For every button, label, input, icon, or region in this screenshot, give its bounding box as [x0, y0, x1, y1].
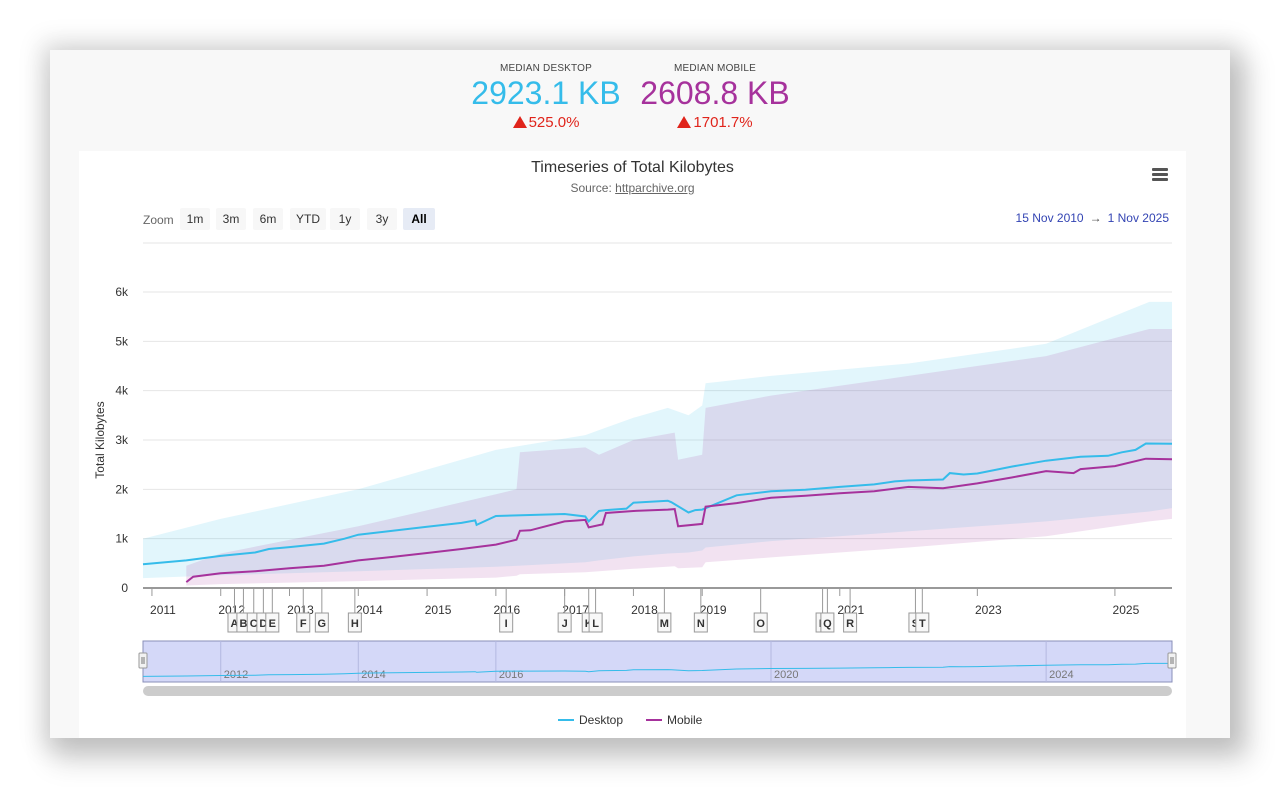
- median-desktop-change: 525.0%: [446, 114, 646, 131]
- annotation-label: A: [231, 618, 239, 630]
- y-tick-label: 4k: [115, 384, 129, 398]
- y-tick-label: 3k: [115, 433, 129, 447]
- median-mobile-stat: MEDIAN MOBILE 2608.8 KB 1701.7%: [615, 63, 815, 131]
- x-tick-label: 2025: [1113, 603, 1140, 617]
- annotation-flag: [843, 612, 858, 633]
- chart-subtitle-prefix: Source:: [570, 181, 616, 195]
- legend-mobile[interactable]: Mobile: [646, 713, 702, 727]
- source-link[interactable]: httparchive.org: [615, 181, 695, 195]
- navigator-mask: [142, 640, 1173, 683]
- median-desktop-stat: MEDIAN DESKTOP 2923.1 KB 525.0%: [446, 63, 646, 131]
- navigator-tick-label: 2024: [1049, 669, 1073, 681]
- navigator-right-handle[interactable]: [1167, 652, 1177, 669]
- legend-desktop-label: Desktop: [579, 713, 624, 727]
- median-mobile-change-value: 1701.7%: [693, 114, 753, 131]
- legend-mobile-label: Mobile: [667, 713, 703, 727]
- annotation-label: D: [259, 618, 267, 630]
- up-triangle-icon: [512, 116, 527, 128]
- chart-subtitle: Source: httparchive.org: [79, 181, 1186, 195]
- legend-desktop[interactable]: Desktop: [558, 713, 623, 727]
- annotation-label: M: [660, 618, 669, 630]
- zoom-1y-button[interactable]: 1y: [330, 208, 360, 230]
- median-desktop-change-value: 525.0%: [528, 114, 580, 131]
- annotation-flag: [588, 612, 603, 633]
- hamburger-menu-icon[interactable]: [1152, 168, 1168, 181]
- median-mobile-value: 2608.8 KB: [640, 75, 790, 111]
- navigator-series-line: [142, 662, 1172, 677]
- annotation-flag: [657, 612, 672, 633]
- zoom-ytd-button[interactable]: YTD: [290, 208, 326, 230]
- median-mobile-change: 1701.7%: [615, 114, 815, 131]
- date-range: 15 Nov 2010 → 1 Nov 2025: [1016, 211, 1169, 225]
- navigator-tick-label: 2016: [499, 669, 523, 681]
- navigator-left-handle[interactable]: [138, 652, 148, 669]
- annotation-flag: [820, 612, 835, 633]
- zoom-3m-button[interactable]: 3m: [216, 208, 246, 230]
- x-tick-label: 2018: [631, 603, 658, 617]
- zoom-1m-button[interactable]: 1m: [180, 208, 210, 230]
- desktop-series-line: [142, 442, 1173, 566]
- x-tick-label: 2011: [150, 603, 176, 617]
- y-tick-label: 6k: [115, 285, 129, 299]
- x-tick-label: 2023: [975, 603, 1002, 617]
- up-triangle-icon: [677, 116, 692, 128]
- zoom-6m-button[interactable]: 6m: [253, 208, 283, 230]
- annotation-label: R: [846, 618, 854, 630]
- annotation-label: B: [239, 618, 247, 630]
- median-desktop-label: MEDIAN DESKTOP: [499, 63, 593, 74]
- legend-mobile-swatch: [646, 719, 662, 721]
- y-tick-label: 5k: [115, 334, 129, 348]
- annotation-label: L: [592, 618, 599, 630]
- navigator-scrollbar[interactable]: [143, 686, 1172, 696]
- navigator-tick-label: 2020: [774, 669, 798, 681]
- handle-body: [1167, 652, 1177, 669]
- mobile-range-band: [186, 329, 1173, 586]
- range-arrow-icon: →: [1089, 211, 1102, 225]
- zoom-3y-button[interactable]: 3y: [367, 208, 397, 230]
- annotation-label: O: [756, 618, 765, 630]
- zoom-label: Zoom: [143, 213, 174, 227]
- chart-title: Timeseries of Total Kilobytes: [531, 159, 734, 176]
- annotation-label: E: [269, 618, 276, 630]
- annotation-flag: [265, 612, 280, 633]
- y-axis-title: Total Kilobytes: [93, 401, 107, 478]
- annotation-label: C: [250, 618, 258, 630]
- annotation-flag: [753, 612, 768, 633]
- annotation-flag: [296, 612, 311, 633]
- y-tick-label: 1k: [115, 532, 129, 546]
- annotation-label: N: [697, 618, 705, 630]
- range-to[interactable]: 1 Nov 2025: [1107, 211, 1169, 225]
- annotation-label: G: [318, 618, 327, 630]
- desktop-range-band: [143, 301, 1172, 579]
- range-from[interactable]: 15 Nov 2010: [1015, 211, 1084, 225]
- annotation-flag: [693, 612, 708, 633]
- annotation-label: Q: [823, 618, 832, 630]
- y-tick-label: 0: [121, 581, 128, 595]
- annotation-flag: [347, 612, 362, 633]
- legend-desktop-swatch: [558, 719, 574, 721]
- annotation-label: F: [300, 618, 307, 630]
- annotation-flag: [915, 612, 930, 633]
- annotation-flag: [499, 612, 514, 633]
- zoom-all-button[interactable]: All: [403, 208, 435, 230]
- annotation-label: H: [351, 618, 359, 630]
- annotation-label: I: [505, 618, 508, 630]
- handle-body: [138, 652, 148, 669]
- x-tick-label: 2014: [356, 603, 383, 617]
- annotation-flag: [314, 612, 329, 633]
- chart-panel: Timeseries of Total Kilobytes Source: ht…: [79, 151, 1186, 738]
- y-tick-label: 2k: [115, 482, 129, 496]
- mobile-series-line: [185, 457, 1173, 583]
- x-tick-label: 2015: [425, 603, 452, 617]
- navigator-tick-label: 2014: [361, 669, 385, 681]
- median-desktop-value: 2923.1 KB: [471, 75, 621, 111]
- annotation-label: T: [919, 618, 926, 630]
- annotation-label: J: [562, 618, 568, 630]
- annotation-flag: [557, 612, 572, 633]
- median-mobile-label: MEDIAN MOBILE: [673, 63, 757, 74]
